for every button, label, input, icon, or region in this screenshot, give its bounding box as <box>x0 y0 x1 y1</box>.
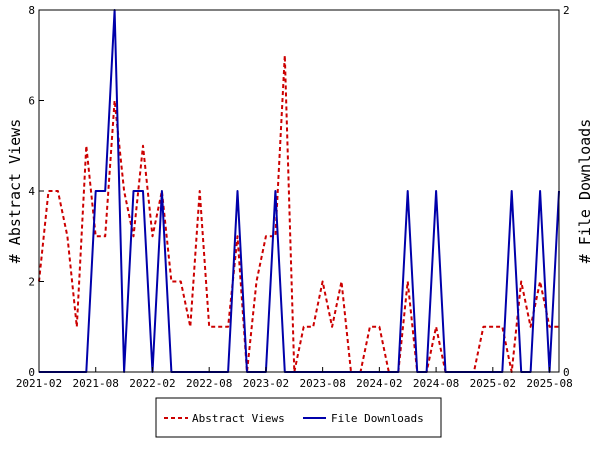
legend-box <box>155 397 442 438</box>
x-tick-label: 2021-02 <box>16 377 62 390</box>
x-tick-label: 2025-08 <box>526 377 572 390</box>
x-tick-label: 2022-08 <box>186 377 232 390</box>
left-y-tick-label: 2 <box>28 276 35 289</box>
left-y-tick-label: 8 <box>28 4 35 17</box>
legend-file-downloads-label: File Downloads <box>331 412 424 425</box>
x-tick-label: 2024-08 <box>413 377 459 390</box>
x-tick-label: 2023-02 <box>243 377 289 390</box>
right-axis-title: # File Downloads <box>576 119 594 264</box>
x-axis: 2021-02 2021-08 2022-02 2022-08 2023-02 2023-… <box>16 367 573 390</box>
x-tick-label: 2024-02 <box>356 377 402 390</box>
x-tick-label: 2025-02 <box>470 377 516 390</box>
left-y-tick-label: 6 <box>28 95 35 108</box>
right-y-axis: 02 <box>554 4 570 379</box>
x-tick-label: 2023-08 <box>299 377 345 390</box>
right-y-tick-label: 0 <box>563 366 570 379</box>
right-y-tick-label: 2 <box>563 4 570 17</box>
x-tick-label: 2021-08 <box>73 377 119 390</box>
legend-abstract-views-label: Abstract Views <box>192 412 285 425</box>
x-tick-label: 2022-02 <box>129 377 175 390</box>
legend: Abstract Views File Downloads <box>155 397 442 438</box>
left-y-tick-label: 4 <box>28 185 35 198</box>
left-y-tick-label: 0 <box>28 366 35 379</box>
left-axis-title: # Abstract Views <box>6 119 24 264</box>
left-y-axis: 0 2 4 6 8 <box>28 4 44 379</box>
